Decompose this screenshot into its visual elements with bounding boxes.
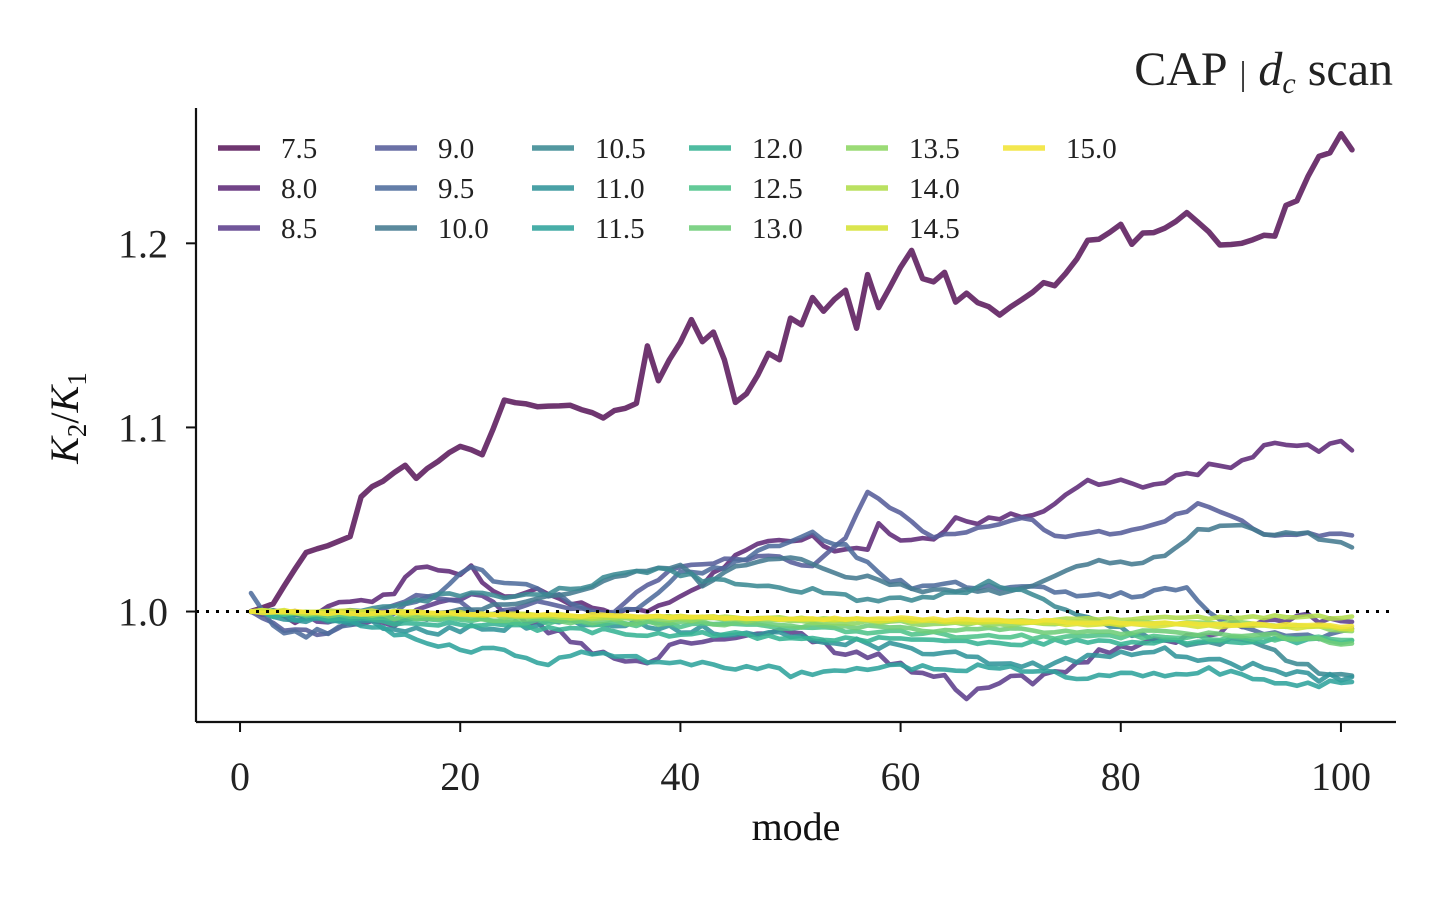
y-tick-label: 1.1 — [118, 405, 168, 450]
legend-label-14.5: 14.5 — [909, 213, 960, 245]
legend-label-7.5: 7.5 — [281, 133, 317, 165]
y-tick-label: 1.0 — [118, 590, 168, 635]
legend-label-11.5: 11.5 — [595, 213, 645, 245]
legend-label-15.0: 15.0 — [1066, 133, 1117, 165]
series-line-7.5 — [248, 131, 1355, 615]
legend-label-9.0: 9.0 — [438, 133, 474, 165]
series-line-11.5 — [248, 609, 1355, 690]
series-line-11.0 — [248, 609, 1355, 684]
legend-label-8.0: 8.0 — [281, 173, 317, 205]
legend-label-9.5: 9.5 — [438, 173, 474, 205]
x-tick-label: 60 — [881, 754, 921, 799]
x-axis-label: mode — [752, 804, 841, 849]
x-tick-label: 80 — [1101, 754, 1141, 799]
series-line-13.0 — [248, 608, 1355, 647]
x-ticks: 0 20 40 60 80 100 — [230, 722, 1371, 799]
legend-label-11.0: 11.0 — [595, 173, 645, 205]
y-ticks: 1.0 1.1 1.2 — [118, 221, 196, 635]
x-tick-label: 20 — [440, 754, 480, 799]
legend: 7.5 8.0 8.5 9.0 9.5 10.0 10.5 11.0 11.5 12.0 12.5 1… — [218, 133, 1117, 245]
x-tick-label: 100 — [1311, 754, 1371, 799]
x-tick-label: 40 — [660, 754, 700, 799]
series-line-12.0 — [248, 608, 1355, 648]
chart-title: CAP | dc scan — [1134, 43, 1393, 100]
plot-lines — [248, 131, 1355, 702]
legend-label-12.5: 12.5 — [752, 173, 803, 205]
legend-label-12.0: 12.0 — [752, 133, 803, 165]
y-tick-label: 1.2 — [118, 221, 168, 266]
legend-label-13.5: 13.5 — [909, 133, 960, 165]
legend-label-8.5: 8.5 — [281, 213, 317, 245]
series-line-8.0 — [248, 438, 1355, 626]
x-tick-label: 0 — [230, 754, 250, 799]
legend-label-14.0: 14.0 — [909, 173, 960, 205]
legend-label-10.5: 10.5 — [595, 133, 646, 165]
legend-label-10.0: 10.0 — [438, 213, 489, 245]
series-line-15.0 — [248, 608, 1355, 630]
legend-label-13.0: 13.0 — [752, 213, 803, 245]
y-axis-label: K2/K1 — [42, 372, 92, 465]
